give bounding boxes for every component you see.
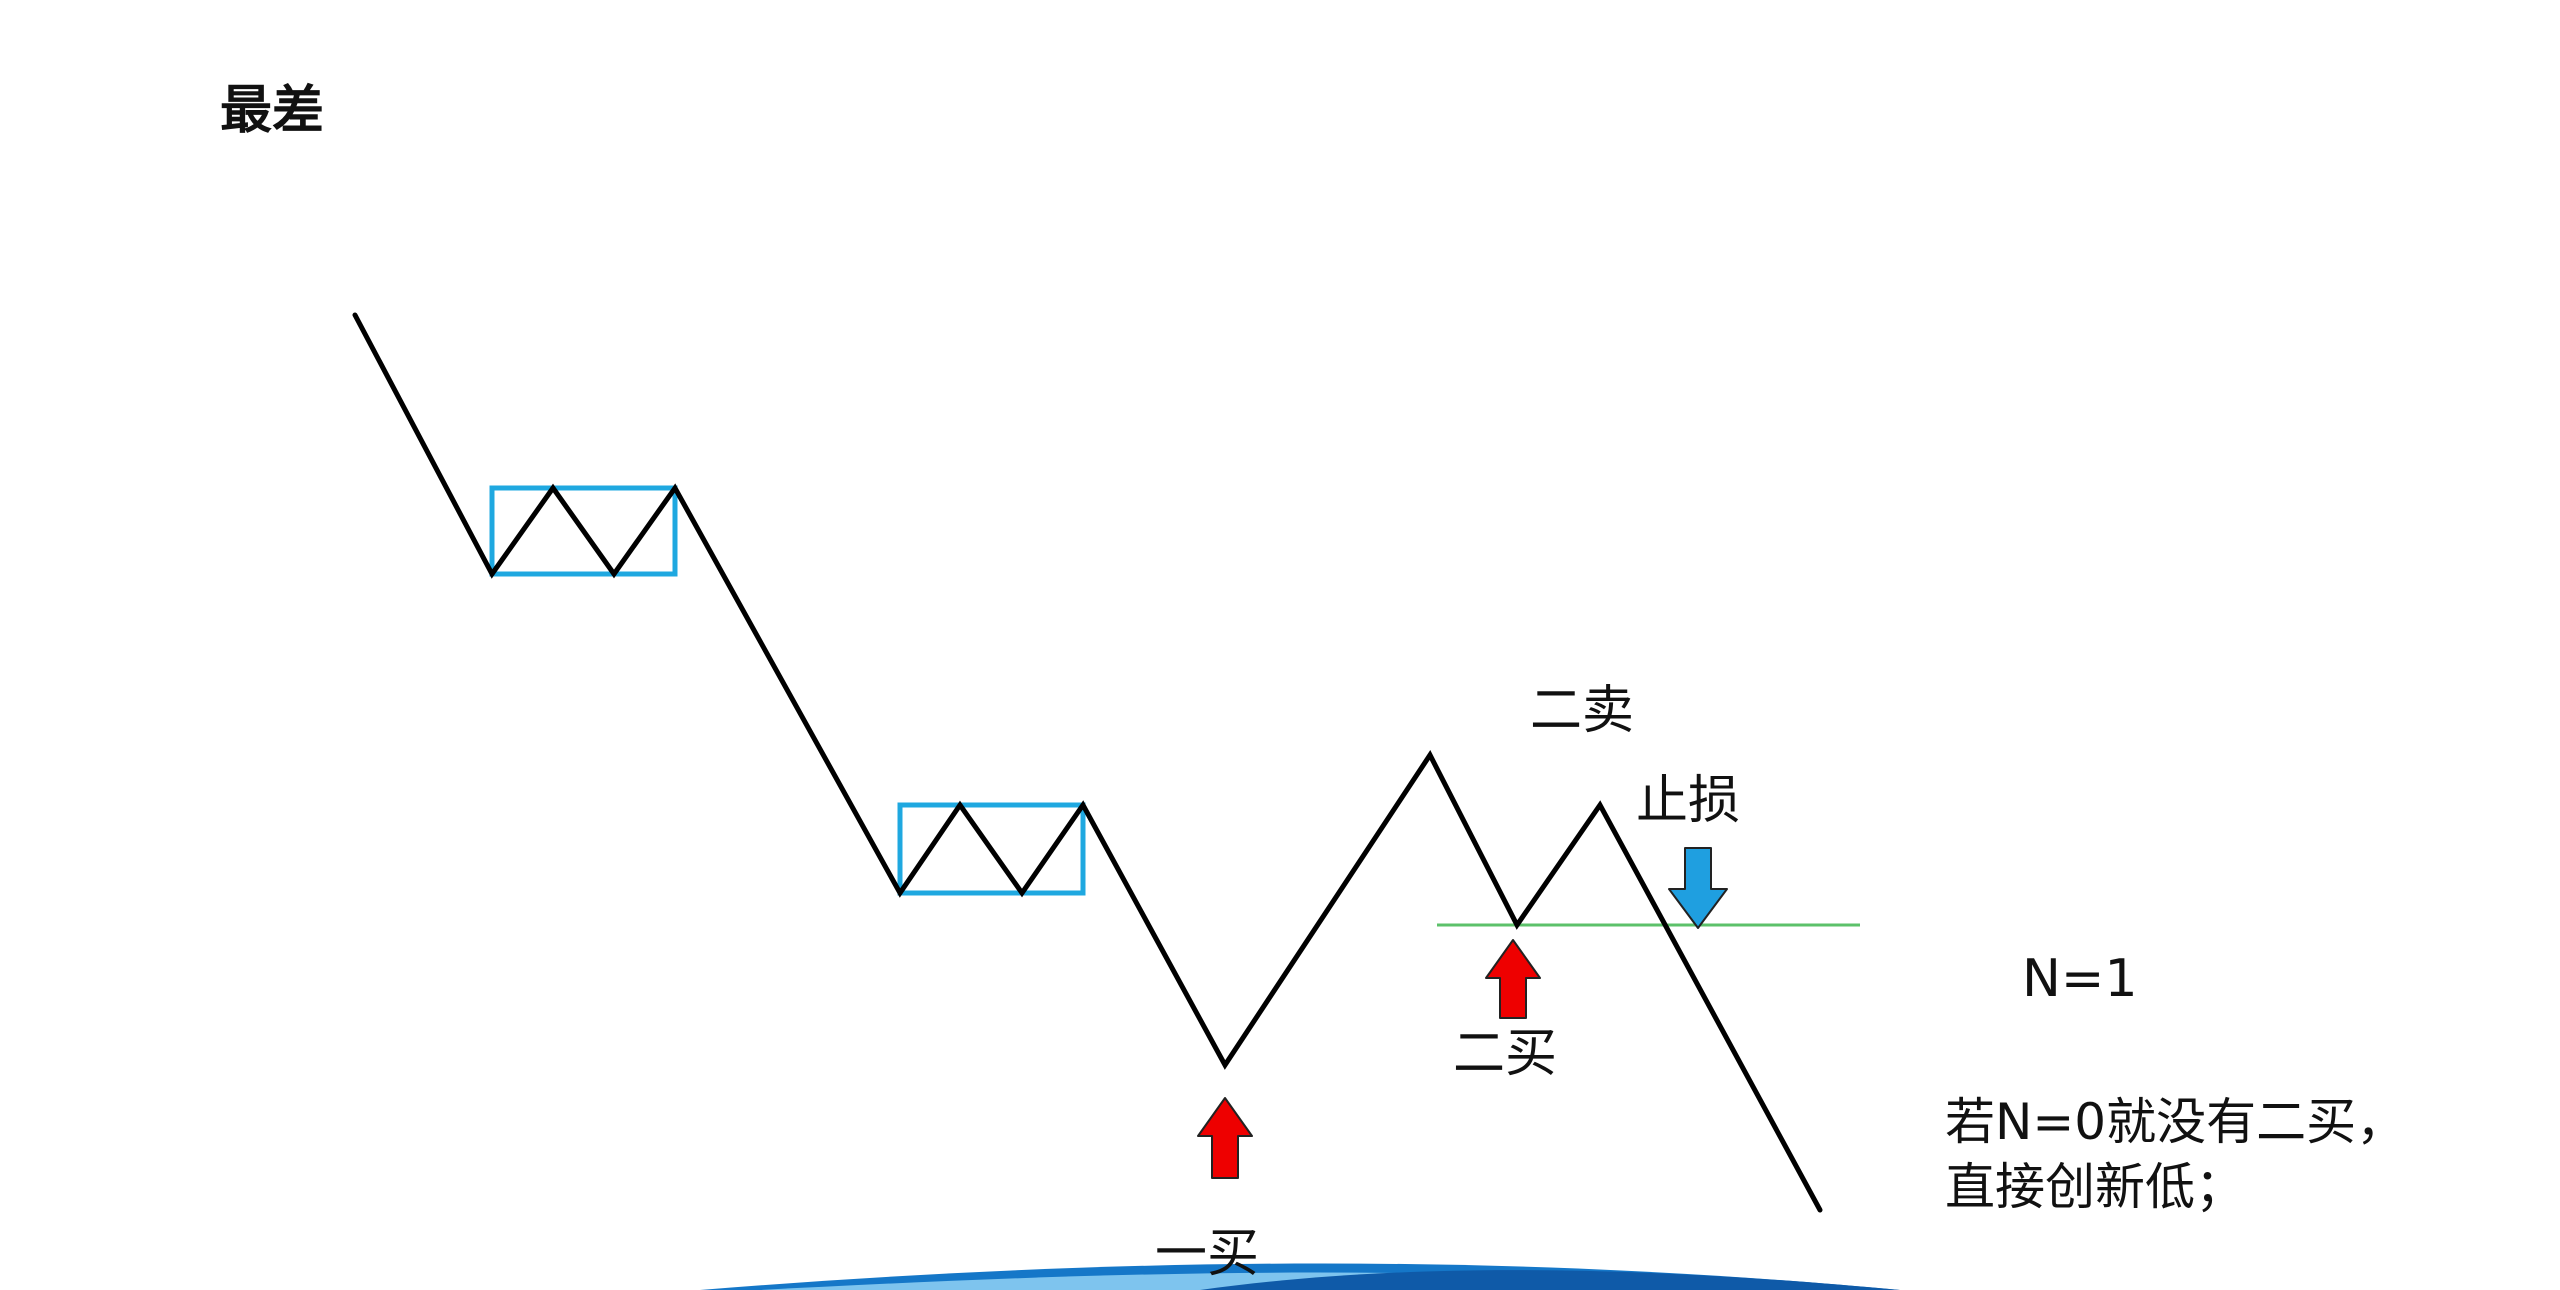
first-buy-label: 一买 bbox=[1155, 1224, 1260, 1284]
note-line-2: 直接创新低； bbox=[1945, 1158, 2245, 1216]
page-title: 最差 bbox=[220, 81, 325, 141]
second-sell-label: 二卖 bbox=[1530, 681, 1635, 741]
pivot-box-1 bbox=[489, 485, 678, 577]
pivot-box-2 bbox=[897, 802, 1086, 896]
note-line-1: 若N=0就没有二买， bbox=[1945, 1093, 2407, 1151]
first-buy-arrow-icon bbox=[1197, 1097, 1253, 1179]
n-value-label: N=1 bbox=[2022, 949, 2138, 1009]
second-buy-arrow-icon bbox=[1485, 939, 1541, 1019]
price-line bbox=[352, 312, 1823, 1213]
stop-loss-arrow-icon bbox=[1668, 847, 1728, 929]
note-text: 若N=0就没有二买， 直接创新低； bbox=[1945, 1090, 2406, 1220]
second-buy-label: 二买 bbox=[1453, 1024, 1558, 1084]
decorative-swoosh bbox=[700, 1263, 1900, 1290]
stop-loss-label: 止损 bbox=[1636, 771, 1741, 831]
